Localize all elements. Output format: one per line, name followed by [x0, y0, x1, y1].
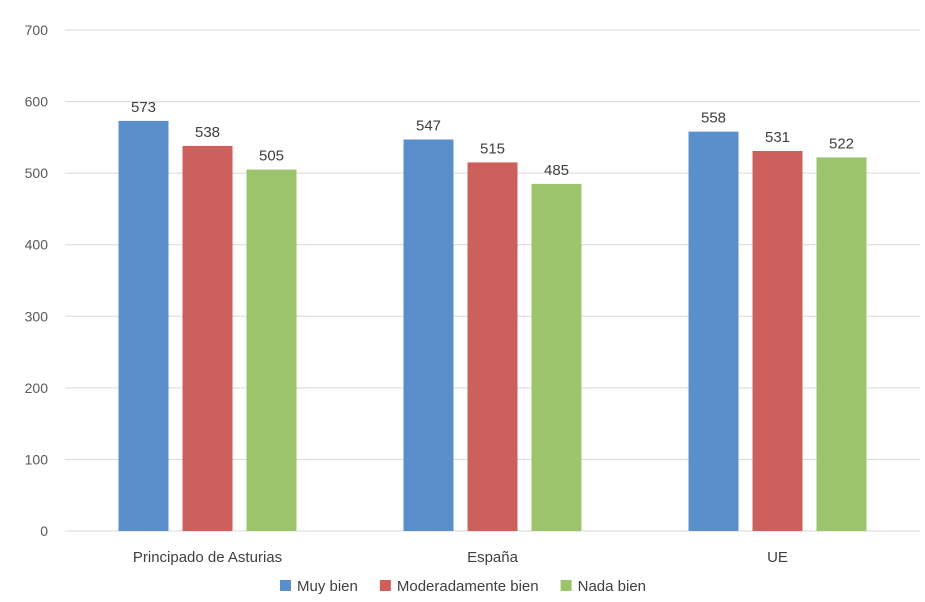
y-tick-label: 100 [25, 451, 49, 467]
category-label: UE [767, 549, 788, 566]
bar [816, 157, 867, 531]
category-label: Principado de Asturias [133, 549, 282, 566]
bar [182, 145, 233, 531]
bar [752, 150, 803, 531]
bars [118, 120, 867, 532]
data-label: 515 [480, 140, 505, 157]
bar [688, 131, 739, 532]
legend-swatch [560, 580, 572, 591]
y-axis-ticks: 0 100 200 300 400 500 600 700 [25, 22, 49, 539]
legend-item: Moderadamente bien [379, 578, 539, 595]
bar [467, 162, 518, 531]
y-tick-label: 600 [25, 94, 49, 110]
y-tick-label: 500 [25, 165, 49, 181]
legend-swatch [379, 580, 391, 591]
y-tick-label: 400 [25, 237, 49, 253]
y-tick-label: 200 [25, 380, 49, 396]
legend-label: Nada bien [578, 578, 646, 595]
data-label: 547 [416, 118, 441, 135]
data-labels: 573 538 505 547 515 485 558 531 522 [131, 99, 854, 179]
legend-item: Muy bien [279, 578, 358, 595]
legend-swatch [279, 580, 291, 591]
data-label: 522 [829, 135, 854, 152]
category-label: España [467, 549, 519, 566]
data-label: 538 [195, 124, 220, 141]
bar [246, 169, 297, 532]
data-label: 531 [765, 129, 790, 146]
data-label: 505 [259, 148, 284, 165]
bar [531, 183, 582, 531]
bar [403, 139, 454, 532]
bar [118, 120, 169, 531]
y-tick-label: 700 [25, 22, 49, 38]
x-axis-categories: Principado de Asturias España UE [133, 549, 788, 566]
legend-label: Muy bien [297, 578, 358, 595]
data-label: 558 [701, 110, 726, 127]
data-label: 573 [131, 99, 156, 116]
legend: Muy bien Moderadamente bien Nada bien [279, 578, 646, 595]
legend-label: Moderadamente bien [397, 578, 539, 595]
data-label: 485 [544, 162, 569, 179]
y-tick-label: 300 [25, 308, 49, 324]
y-tick-label: 0 [40, 523, 48, 539]
legend-item: Nada bien [560, 578, 646, 595]
